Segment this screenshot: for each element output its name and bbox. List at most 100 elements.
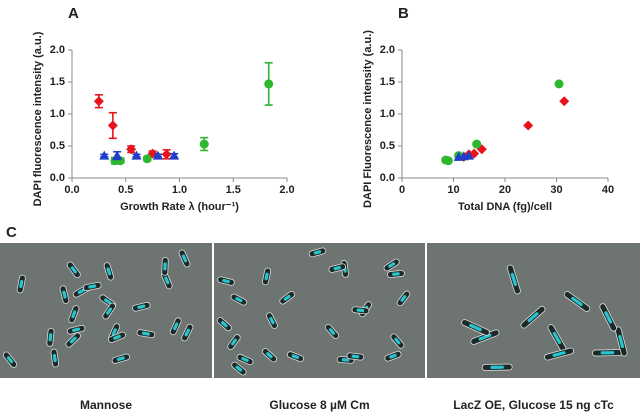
nucleoid	[70, 266, 77, 274]
nucleoid	[552, 331, 562, 345]
nucleoid	[137, 304, 146, 309]
y-tick-label: 0.0	[50, 172, 65, 184]
nucleoid	[392, 272, 400, 276]
y-axis-label: DAPI Fluorescence intensity (a.u.)	[362, 30, 374, 208]
y-tick-label: 0.0	[380, 172, 395, 184]
nucleoid	[356, 308, 365, 313]
nucleoid	[163, 262, 167, 271]
point	[93, 96, 104, 107]
nucleoid	[222, 278, 230, 284]
nucleoid	[241, 357, 249, 363]
nucleoid	[104, 298, 112, 305]
point	[559, 96, 570, 107]
nucleoid	[600, 351, 615, 355]
point	[554, 79, 564, 89]
nucleoid	[571, 296, 583, 307]
nucleoid	[618, 334, 625, 349]
point	[161, 149, 172, 160]
nucleoid	[71, 310, 77, 319]
nucleoid	[394, 337, 401, 345]
x-tick-label: 0.0	[64, 184, 79, 196]
nucleoid	[266, 352, 273, 359]
x-tick-label: 1.0	[172, 184, 187, 196]
nucleoid	[328, 328, 336, 335]
nucleoid	[181, 254, 188, 263]
x-tick-label: 2.0	[279, 184, 294, 196]
y-tick-label: 1.0	[380, 108, 395, 120]
nucleoid	[106, 267, 112, 276]
point	[107, 120, 118, 131]
nucleoid	[111, 328, 117, 336]
nucleoid	[113, 334, 121, 340]
point	[112, 150, 123, 160]
nucleoid	[69, 336, 77, 344]
point	[99, 150, 110, 160]
nucleoid	[490, 365, 504, 369]
y-tick-label: 2.0	[380, 44, 395, 56]
nucleoid	[389, 353, 397, 359]
nucleoid	[235, 365, 243, 372]
y-tick-label: 1.5	[50, 76, 65, 88]
nucleoid	[604, 311, 613, 324]
image-caption: Glucose 8 µM Cm	[269, 398, 369, 412]
nucleoid	[552, 351, 566, 357]
nucleoid	[341, 358, 350, 362]
point	[523, 120, 534, 131]
nucleoid	[221, 321, 228, 328]
nucleoid	[388, 262, 396, 268]
y-axis-label: DAPI fluorescence intensity (a.u.)	[32, 31, 44, 206]
x-tick-label: 0	[399, 184, 405, 196]
nucleoid	[141, 331, 150, 336]
nucleoid	[106, 307, 113, 315]
nucleoid	[527, 312, 539, 323]
nucleoid	[235, 296, 243, 303]
nucleoid	[313, 250, 322, 255]
nucleoid	[510, 272, 517, 286]
x-tick-label: 30	[550, 184, 562, 196]
nucleoid	[264, 272, 269, 281]
nucleoid	[19, 279, 24, 289]
panel-label: B	[398, 5, 409, 22]
nucleoid	[88, 284, 97, 289]
x-tick-label: 10	[447, 184, 459, 196]
point	[126, 144, 137, 155]
nucleoid	[72, 327, 81, 332]
y-tick-label: 2.0	[50, 44, 65, 56]
x-axis-label: Growth Rate λ (hour⁻¹)	[120, 201, 239, 213]
x-tick-label: 40	[602, 184, 614, 196]
point	[153, 150, 163, 160]
nucleoid	[48, 333, 53, 342]
point	[199, 139, 209, 149]
nucleoid	[291, 354, 300, 360]
panel-label: A	[68, 5, 79, 22]
x-tick-label: 0.5	[118, 184, 133, 196]
y-tick-label: 1.0	[50, 108, 65, 120]
point	[463, 150, 474, 160]
x-axis-label: Total DNA (fg)/cell	[458, 201, 552, 213]
point	[443, 156, 453, 166]
nucleoid	[6, 356, 14, 364]
nucleoid	[77, 288, 86, 295]
point	[169, 150, 180, 160]
x-tick-label: 20	[499, 184, 511, 196]
nucleoid	[231, 338, 237, 346]
point	[131, 150, 142, 160]
point	[472, 139, 482, 149]
x-tick-label: 1.5	[226, 184, 241, 196]
nucleoid	[333, 265, 342, 271]
nucleoid	[52, 354, 57, 363]
nucleoid	[62, 290, 67, 299]
point	[264, 79, 274, 89]
nucleoid	[283, 294, 291, 301]
panel-label: C	[6, 224, 17, 241]
nucleoid	[351, 354, 360, 359]
nucleoid	[469, 323, 482, 332]
nucleoid	[173, 322, 179, 331]
nucleoid	[164, 276, 170, 285]
nucleoid	[400, 295, 407, 302]
image-caption: LacZ OE, Glucose 15 ng cTc	[453, 398, 614, 412]
nucleoid	[269, 317, 275, 325]
nucleoid	[116, 356, 125, 361]
y-tick-label: 0.5	[50, 140, 65, 152]
